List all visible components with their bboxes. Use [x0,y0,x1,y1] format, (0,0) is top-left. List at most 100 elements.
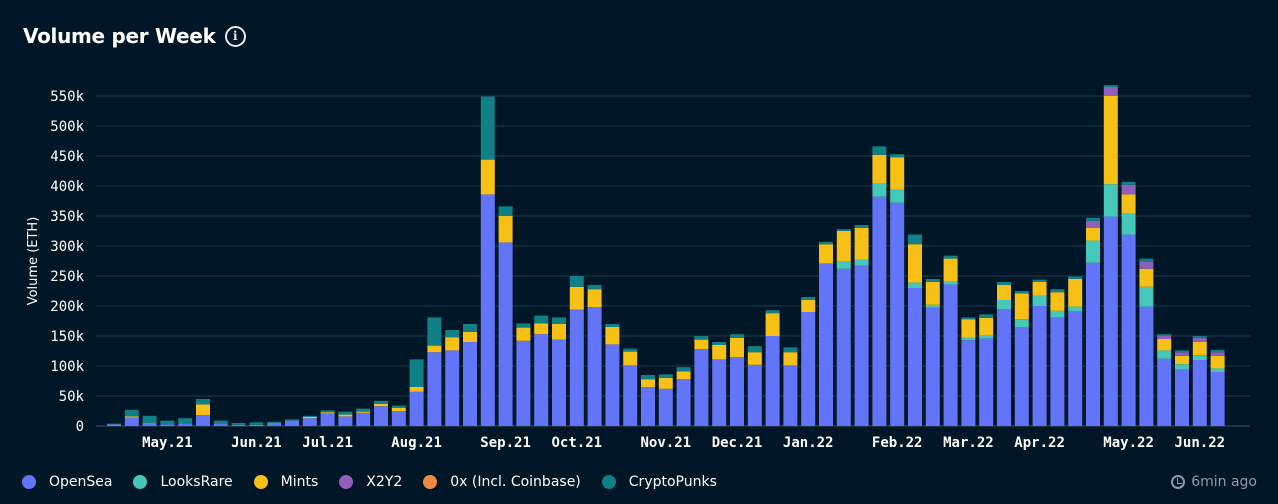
bar-segment [569,309,584,426]
bar-stack[interactable] [427,317,442,426]
bar-segment [676,379,691,426]
bar-stack[interactable] [516,323,531,426]
bar-stack[interactable] [1103,85,1118,426]
bar-stack[interactable] [374,400,388,426]
bar-stack[interactable] [534,315,549,426]
bar-stack[interactable] [997,282,1011,426]
bar-segment [1068,276,1083,279]
bar-segment [890,154,905,158]
bar-stack[interactable] [587,285,602,426]
bar-stack[interactable] [747,346,762,426]
bar-stack[interactable] [1068,276,1083,426]
bar-stack[interactable] [730,334,744,426]
bar-stack[interactable] [1050,289,1065,426]
bar-segment [231,424,246,426]
bar-stack[interactable] [658,374,673,426]
bar-segment [338,414,353,417]
bar-stack[interactable] [641,375,655,426]
bar-segment [107,424,121,426]
bar-stack[interactable] [285,419,299,426]
bar-segment [534,315,549,324]
bar-stack[interactable] [1032,279,1047,426]
bar-stack[interactable] [142,415,157,426]
bar-segment [1192,337,1207,342]
bar-stack[interactable] [676,367,691,426]
bar-stack[interactable] [801,297,816,426]
y-tick-label: 50k [59,389,85,405]
bar-segment [552,317,566,324]
bar-stack[interactable] [552,317,566,426]
bar-stack[interactable] [1192,336,1207,426]
bar-stack[interactable] [1139,258,1154,426]
bar-stack[interactable] [480,96,495,426]
bar-stack[interactable] [819,241,833,426]
bar-stack[interactable] [1086,217,1100,426]
bar-stack[interactable] [694,336,709,426]
bar-stack[interactable] [623,348,638,426]
bar-stack[interactable] [213,420,228,426]
bar-segment [463,331,477,342]
legend-item[interactable]: 0x (Incl. Coinbase) [423,474,581,490]
bar-stack[interactable] [569,276,584,426]
bar-segment [1157,358,1172,426]
bar-stack[interactable] [925,279,940,426]
bar-stack[interactable] [356,408,371,426]
bar-segment [908,288,922,426]
bar-stack[interactable] [783,347,798,426]
bar-stack[interactable] [302,415,317,426]
bar-stack[interactable] [463,324,477,426]
legend-item[interactable]: Mints [253,474,318,490]
bar-segment [1050,292,1065,311]
bar-stack[interactable] [267,421,282,426]
bar-stack[interactable] [943,255,958,426]
bar-stack[interactable] [890,154,905,426]
bar-segment [747,364,762,426]
legend-item[interactable]: CryptoPunks [601,474,717,490]
bar-stack[interactable] [872,146,887,426]
bar-stack[interactable] [231,423,246,426]
bar-stack[interactable] [196,399,210,426]
bar-stack[interactable] [498,206,513,426]
y-tick-label: 150k [50,329,84,345]
bar-segment [819,244,833,264]
legend-item[interactable]: X2Y2 [339,474,402,490]
legend-dot-icon [133,475,148,489]
legend-item[interactable]: LooksRare [133,474,233,490]
bar-stack[interactable] [979,314,994,426]
info-icon[interactable]: i [224,25,246,47]
bar-stack[interactable] [124,409,139,426]
bar-segment [302,417,317,419]
bar-stack[interactable] [854,225,869,426]
bar-stack[interactable] [160,420,175,426]
bar-segment [1014,291,1029,294]
bar-stack[interactable] [961,317,976,426]
bar-stack[interactable] [1157,334,1172,426]
bar-stack[interactable] [249,422,264,426]
x-tick-label: Jan.22 [783,435,834,451]
bar-stack[interactable] [320,410,335,426]
bar-segment [196,404,210,416]
bar-stack[interactable] [338,411,353,426]
bar-stack[interactable] [1175,350,1189,426]
bar-stack[interactable] [107,423,121,426]
bar-segment [267,423,282,426]
bar-stack[interactable] [1014,291,1029,426]
bar-stack[interactable] [445,330,460,426]
bar-stack[interactable] [836,229,851,426]
legend-label: CryptoPunks [628,474,717,490]
bar-stack[interactable] [1121,181,1136,426]
bar-stack[interactable] [605,324,620,426]
bar-stack[interactable] [908,234,922,426]
legend-item[interactable]: OpenSea [22,474,112,490]
bar-stack[interactable] [712,342,727,426]
bar-segment [925,307,940,426]
bar-stack[interactable] [178,418,193,426]
bar-segment [676,367,691,372]
bar-stack[interactable] [1210,349,1225,426]
bar-segment [1121,181,1136,185]
x-tick-label: Jul.21 [302,435,353,451]
bar-stack[interactable] [765,310,780,426]
bar-stack[interactable] [391,405,406,426]
bar-segment [712,342,727,345]
bar-stack[interactable] [409,359,424,426]
